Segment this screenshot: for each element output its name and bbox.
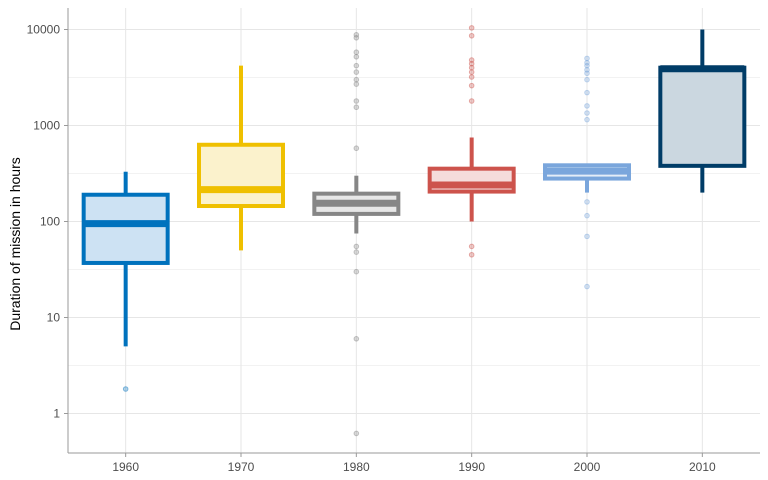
outlier-point <box>353 104 360 111</box>
box-2000 <box>543 163 631 193</box>
box-iqr <box>658 65 747 168</box>
x-tick-label: 1970 <box>228 460 255 474</box>
outlier-point <box>468 69 475 75</box>
outlier-point <box>468 243 475 250</box>
y-tick-label: 1000 <box>33 119 60 133</box>
outlier-point <box>468 25 475 31</box>
outlier-point <box>353 76 360 83</box>
y-tick-label: 100 <box>40 215 60 229</box>
outlier-point <box>468 74 475 80</box>
x-tick-label: 1980 <box>343 460 370 474</box>
y-tick-label: 10 <box>47 311 61 325</box>
outlier-point <box>353 145 360 152</box>
box-2010 <box>658 29 747 193</box>
outlier-point <box>353 62 360 69</box>
box-1990 <box>427 137 516 222</box>
outlier-point <box>584 103 590 109</box>
outlier-point <box>468 251 475 258</box>
outlier-point <box>584 89 590 96</box>
outlier-point <box>584 67 590 73</box>
outlier-point <box>468 98 475 104</box>
outlier-point <box>584 110 590 116</box>
axis-layer <box>64 8 760 457</box>
outlier-point <box>584 233 590 240</box>
box-layer <box>81 29 747 347</box>
outlier-point <box>584 76 590 83</box>
outlier-point <box>353 53 360 60</box>
box-1960 <box>81 171 170 347</box>
outlier-point <box>353 34 360 41</box>
x-tick-label: 1960 <box>112 460 139 474</box>
outlier-point <box>353 69 360 75</box>
y-axis-title: Duration of mission in hours <box>7 157 23 331</box>
outlier-point <box>353 430 360 437</box>
outlier-point <box>353 335 360 342</box>
outlier-point <box>584 212 590 219</box>
outlier-point <box>468 32 475 39</box>
outlier-point <box>584 116 590 123</box>
outlier-point <box>584 70 590 77</box>
outlier-point <box>584 199 590 205</box>
outlier-point <box>122 386 129 392</box>
outlier-point <box>468 64 475 71</box>
outlier-point <box>353 243 360 250</box>
y-tick-label: 10000 <box>27 23 61 37</box>
outlier-point <box>353 98 360 104</box>
outlier-point <box>353 49 360 56</box>
box-iqr <box>81 192 170 265</box>
grid-layer <box>68 8 760 453</box>
x-tick-label: 1990 <box>458 460 485 474</box>
y-tick-label: 1 <box>53 407 60 421</box>
box-iqr <box>197 142 285 209</box>
outlier-point <box>353 268 360 275</box>
box-1970 <box>197 65 285 251</box>
outlier-point <box>468 82 475 89</box>
outlier-point <box>584 62 590 69</box>
outlier-point <box>468 60 475 67</box>
outlier-point <box>468 57 475 63</box>
outlier-point <box>353 249 360 255</box>
x-tick-label: 2000 <box>574 460 601 474</box>
box-1980 <box>312 175 401 234</box>
outlier-point <box>584 55 590 62</box>
outlier-layer <box>122 25 590 437</box>
outlier-point <box>584 59 590 66</box>
label-layer: 1 10 100 1000 10000 1960 1970 1980 1990 2000 2010 <box>27 23 716 475</box>
x-tick-label: 2010 <box>689 460 716 474</box>
outlier-point <box>353 32 360 38</box>
outlier-point <box>584 283 590 290</box>
outlier-point <box>353 81 360 87</box>
